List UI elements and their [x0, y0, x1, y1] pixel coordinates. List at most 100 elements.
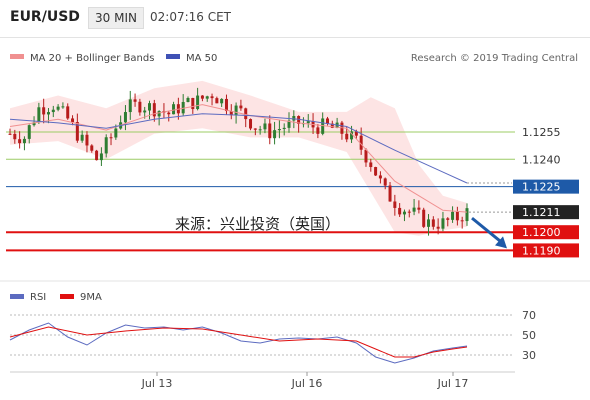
candle-body — [200, 95, 204, 99]
candle-body — [186, 97, 190, 102]
candle-body — [297, 116, 301, 124]
candle-body — [196, 95, 200, 110]
candle-body — [455, 211, 459, 221]
candle-body — [374, 167, 378, 176]
candle-body — [172, 104, 176, 115]
candle-body — [253, 128, 257, 130]
candle-body — [451, 211, 455, 220]
candle-body — [205, 96, 209, 99]
candle-body — [56, 106, 60, 110]
candle-body — [330, 123, 334, 128]
candle-body — [85, 134, 89, 146]
rsi-legend-label: RSI — [30, 292, 46, 303]
level-badge-1-1225 — [513, 179, 579, 194]
candle-body — [431, 219, 435, 227]
candle-body — [215, 98, 219, 104]
candle-body — [80, 134, 84, 141]
candle-body — [306, 121, 310, 124]
level-badge-1-1211 — [513, 205, 579, 220]
candle-body — [152, 103, 156, 117]
timeframe-badge[interactable]: 30 MIN — [88, 7, 144, 29]
level-badge-1-1200 — [513, 225, 579, 240]
symbol-label: EUR/USD — [10, 9, 80, 25]
candle-body — [244, 108, 248, 120]
x-tick-label: Jul 17 — [437, 377, 469, 390]
candle-body — [27, 125, 31, 139]
candle-body — [239, 105, 243, 109]
candle-body — [42, 107, 46, 115]
candle-body — [393, 201, 397, 208]
candle-body — [104, 137, 108, 154]
ma50-legend-swatch — [166, 54, 180, 59]
candle-body — [181, 101, 185, 114]
candle-body — [133, 99, 137, 102]
clock-time: 02:07:16 CET — [150, 10, 231, 24]
candle-body — [369, 162, 373, 168]
candle-body — [263, 123, 267, 130]
candle-body — [99, 153, 103, 161]
candle-body — [427, 219, 431, 227]
x-tick-label: Jul 13 — [141, 377, 173, 390]
rsi-line — [9, 322, 468, 364]
price-plot: 1.1255 1.1240 1.1225 1.1211 1.1200 1.1190 — [6, 80, 579, 258]
candle-body — [292, 116, 296, 121]
level-badge-1-1190 — [513, 243, 579, 258]
ma50-legend-label: MA 50 — [186, 53, 217, 64]
forecast-arrow-shaft — [471, 216, 504, 245]
candle-body — [321, 118, 325, 134]
candle-body — [441, 218, 445, 229]
candle-body — [167, 112, 171, 115]
candle-body — [8, 133, 12, 135]
overlay-caption: 来源：兴业投资（英国） — [175, 215, 340, 233]
candle-body — [32, 122, 36, 126]
candle-body — [128, 99, 132, 113]
candle-body — [354, 131, 358, 136]
candle-body — [436, 226, 440, 229]
candle-body — [345, 133, 349, 140]
candle-body — [383, 178, 387, 186]
level-label-1-1190: 1.1190 — [522, 244, 561, 257]
rsi-ma-legend-swatch — [60, 294, 74, 299]
level-label-1-1200: 1.1200 — [522, 226, 561, 239]
candle-body — [460, 220, 464, 222]
candle-body — [71, 118, 75, 123]
candle-body — [446, 218, 450, 220]
candle-body — [148, 103, 152, 111]
candle-body — [273, 130, 277, 139]
candle-body — [258, 129, 262, 131]
candle-body — [364, 149, 368, 163]
bb-legend-swatch — [10, 54, 24, 59]
candle-body — [46, 112, 50, 115]
candle-body — [13, 133, 17, 140]
candle-body — [412, 207, 416, 212]
candle-body — [75, 122, 79, 141]
candle-body — [37, 107, 41, 123]
candle-body — [268, 123, 272, 139]
level-label-1-1225: 1.1225 — [522, 181, 561, 194]
candle-body — [402, 211, 406, 215]
level-label-1-1211: 1.1211 — [522, 206, 561, 219]
candle-body — [157, 111, 161, 117]
candle-body — [422, 209, 426, 227]
copyright-credit: Research © 2019 Trading Central — [411, 53, 578, 64]
rsi-ma-line — [9, 326, 468, 358]
candle-body — [407, 211, 411, 213]
candle-body — [61, 106, 65, 108]
candle-body — [114, 128, 118, 138]
candle-body — [143, 110, 147, 113]
candle-body — [22, 138, 26, 144]
candle-body — [224, 98, 228, 112]
candle-body — [398, 207, 402, 215]
candle-body — [109, 137, 113, 139]
candle-body — [287, 120, 291, 128]
candle-body — [388, 185, 392, 202]
candle-body — [123, 112, 127, 123]
candle-body — [51, 109, 55, 113]
candle-body — [229, 111, 233, 116]
bb-legend-label: MA 20 + Bollinger Bands — [30, 53, 154, 64]
candle-body — [465, 208, 469, 222]
candle-body — [316, 127, 320, 134]
candle-body — [234, 105, 238, 116]
rsi-ma-legend-label: 9MA — [80, 292, 102, 303]
x-axis: Jul 13 Jul 16 Jul 17 — [141, 372, 469, 390]
